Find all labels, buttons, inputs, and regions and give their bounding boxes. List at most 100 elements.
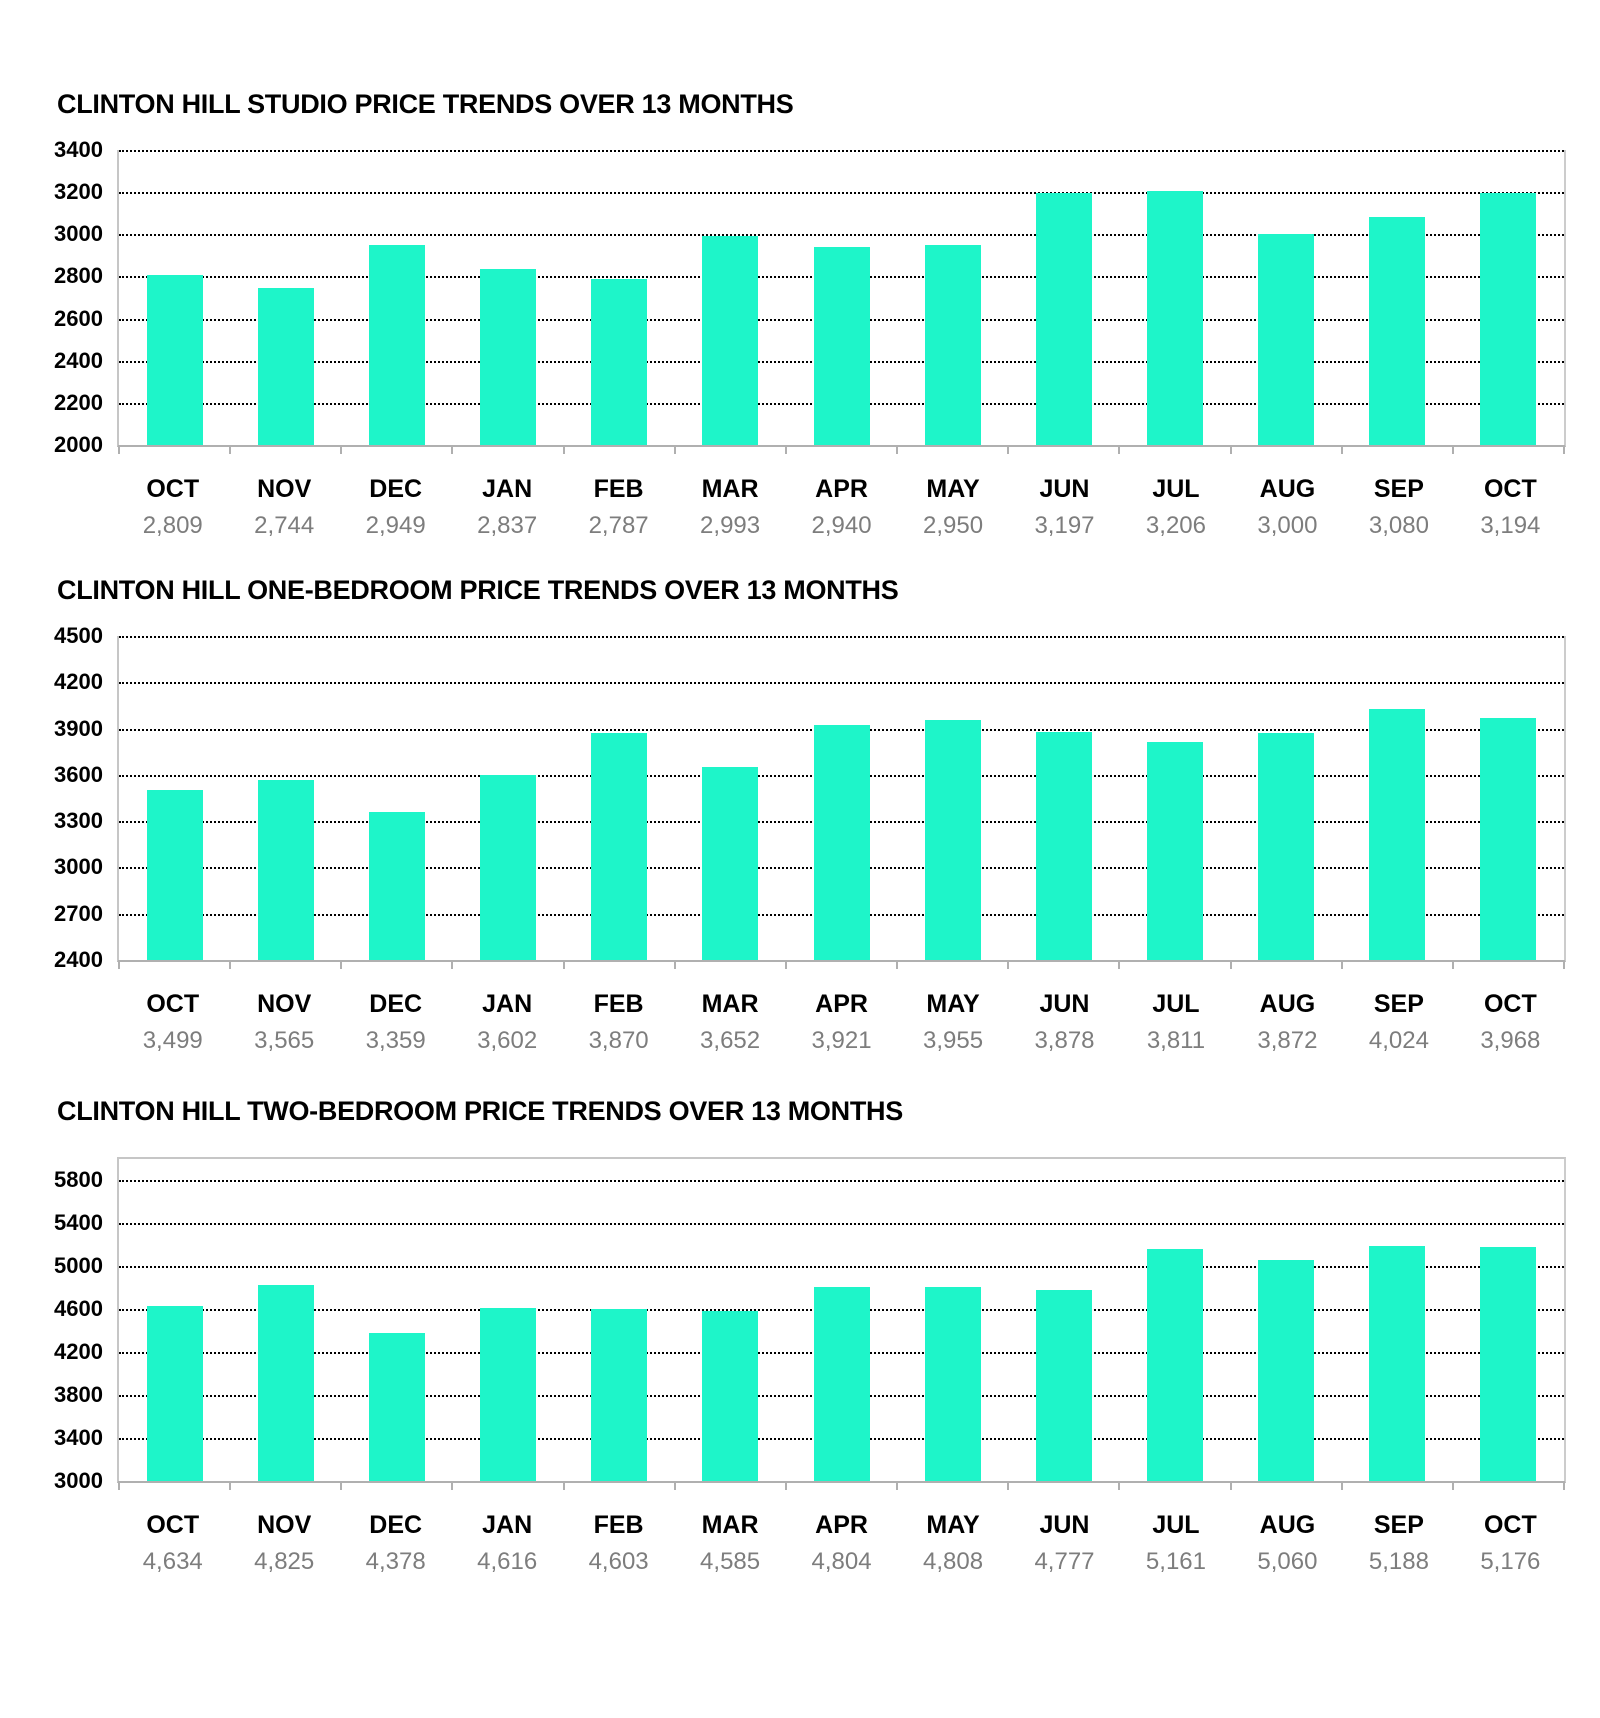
x-axis-tick <box>451 445 454 454</box>
x-axis-month-label: AUG <box>1259 1511 1316 1539</box>
bar-value-label: 2,950 <box>922 512 984 539</box>
x-label-cell: SEP 5,188 <box>1343 1513 1454 1574</box>
x-axis-month-label: MAR <box>701 990 759 1018</box>
x-axis-month-label: NOV <box>257 1511 312 1539</box>
bar <box>146 1305 203 1481</box>
bar <box>1369 1246 1426 1481</box>
bar-value-label: 3,652 <box>700 1027 761 1054</box>
y-axis-tick-label: 4200 <box>54 1339 103 1365</box>
bar-value-label: 3,565 <box>254 1027 315 1054</box>
x-label-cell: JAN 3,602 <box>451 992 562 1053</box>
bar <box>368 245 425 445</box>
x-label-cell: OCT 3,499 <box>117 992 228 1053</box>
plot-area: 3400 3200 3000 2800 2600 2400 2200 2000 <box>54 139 1566 456</box>
y-axis-tick-label: 3300 <box>54 808 103 834</box>
y-axis-tick-label: 3900 <box>54 715 103 741</box>
y-axis-tick-label: 4600 <box>54 1296 103 1322</box>
x-axis-tick <box>451 960 454 969</box>
y-axis-tick-label: 5000 <box>54 1253 103 1279</box>
x-axis-month-label: JAN <box>482 1511 533 1539</box>
x-label-cell: FEB 2,787 <box>563 477 674 538</box>
y-axis-tick-label: 3400 <box>54 137 103 162</box>
gridline <box>119 636 1564 638</box>
x-axis-labels-row: OCT 2,809 NOV 2,744 DEC 2,949 JAN 2,837 FEB 2,787… <box>117 477 1566 538</box>
bar-value-label: 3,968 <box>1480 1027 1541 1054</box>
x-label-cell: AUG 3,000 <box>1232 477 1343 538</box>
x-axis-tick <box>229 1481 232 1490</box>
x-label-cell: NOV 3,565 <box>228 992 339 1053</box>
x-label-cell: MAY 4,808 <box>897 1513 1008 1574</box>
x-axis-month-label: JUL <box>1152 1511 1200 1539</box>
bar-value-label: 4,585 <box>700 1548 761 1575</box>
bar-value-label: 3,197 <box>1034 512 1095 539</box>
bar-value-label: 3,000 <box>1257 512 1318 539</box>
x-axis-tick <box>1118 445 1121 454</box>
x-axis-month-label: MAR <box>701 1511 759 1539</box>
x-axis-month-label: MAY <box>926 1511 980 1539</box>
bar <box>1480 1247 1537 1481</box>
bar <box>1369 709 1426 960</box>
x-axis-month-label: JUN <box>1039 1511 1090 1539</box>
x-axis-tick <box>1451 1481 1454 1490</box>
bar <box>591 279 648 445</box>
x-label-cell: DEC 4,378 <box>340 1513 451 1574</box>
plot-wrapper: 4500 4200 3900 3600 3300 3000 2700 2400 <box>54 625 1566 971</box>
x-label-cell: FEB 3,870 <box>563 992 674 1053</box>
x-axis-tick <box>1118 1481 1121 1490</box>
x-axis-tick <box>118 1481 120 1490</box>
bar-value-label: 3,194 <box>1480 512 1541 539</box>
bar-value-label: 2,940 <box>811 512 872 539</box>
x-axis-month-label: SEP <box>1373 475 1424 503</box>
bar <box>924 244 981 445</box>
bar <box>1258 1259 1315 1481</box>
x-label-cell: SEP 3,080 <box>1343 477 1454 538</box>
x-axis-month-label: OCT <box>146 990 200 1018</box>
gridline <box>119 192 1564 195</box>
x-label-cell: JUN 4,777 <box>1009 1513 1120 1574</box>
x-axis-tick <box>1563 1481 1565 1490</box>
bar-value-label: 3,921 <box>811 1027 872 1054</box>
x-axis-tick <box>451 1481 454 1490</box>
bar <box>1258 732 1315 960</box>
x-axis-month-label: JUL <box>1152 990 1200 1018</box>
y-axis-tick-label: 2800 <box>54 263 103 289</box>
x-axis-month-label: OCT <box>1483 475 1537 503</box>
x-axis-tick <box>673 1481 676 1490</box>
plot-area: 5800 5400 5000 4600 4200 3800 3400 3000 <box>54 1157 1566 1492</box>
bar <box>480 774 537 960</box>
plot-wrapper: 3400 3200 3000 2800 2600 2400 2200 2000 <box>54 139 1566 456</box>
x-axis-month-label: OCT <box>1483 990 1537 1018</box>
x-label-cell: APR 3,921 <box>786 992 897 1053</box>
x-axis-tick <box>1229 1481 1232 1490</box>
bar-value-label: 4,808 <box>922 1548 984 1575</box>
x-axis-tick <box>896 1481 899 1490</box>
x-axis-tick <box>1118 960 1121 969</box>
bar <box>924 1286 981 1481</box>
bar <box>1035 1290 1092 1481</box>
x-label-cell: JUL 3,206 <box>1120 477 1231 538</box>
x-axis-tick <box>1451 960 1454 969</box>
bar <box>368 812 425 960</box>
bar-value-label: 2,949 <box>365 512 426 539</box>
bar-value-label: 4,024 <box>1368 1027 1429 1054</box>
x-axis-tick <box>896 445 899 454</box>
x-axis-month-label: MAY <box>926 990 980 1018</box>
x-axis-month-label: DEC <box>369 1511 423 1539</box>
gridline <box>119 682 1564 685</box>
x-label-cell: JUN 3,197 <box>1009 477 1120 538</box>
x-label-cell: JUN 3,878 <box>1009 992 1120 1053</box>
bar-value-label: 5,176 <box>1480 1548 1541 1575</box>
bar-value-label: 2,787 <box>588 512 649 539</box>
x-axis-tick <box>229 960 232 969</box>
x-axis-tick <box>562 445 565 454</box>
x-axis-tick <box>340 445 343 454</box>
gridline <box>119 1266 1564 1269</box>
x-axis-month-label: JUN <box>1039 475 1090 503</box>
x-axis-tick <box>1451 445 1454 454</box>
chart-title: CLINTON HILL TWO-BEDROOM PRICE TRENDS OV… <box>57 1096 903 1126</box>
gridline <box>119 1180 1564 1183</box>
bar <box>702 766 759 960</box>
gridline <box>119 1223 1564 1226</box>
bar <box>1258 234 1315 445</box>
bar <box>1146 190 1203 445</box>
